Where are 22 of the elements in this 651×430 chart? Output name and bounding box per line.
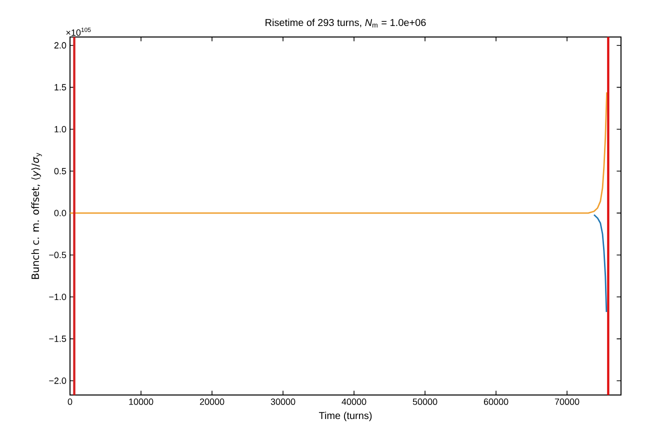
- y-tick-label: −0.5: [49, 252, 66, 258]
- x-tick-label: 10000: [129, 398, 154, 405]
- x-tick-label: 70000: [554, 398, 580, 405]
- x-tick-label: 20000: [200, 398, 224, 405]
- y-tick-label: 1.0: [54, 126, 66, 132]
- x-axis-title: Time (turns): [318, 412, 372, 422]
- y-tick-label: 0.0: [54, 210, 66, 216]
- y-tick-label: 0.5: [54, 168, 66, 174]
- y-axis-title: Bunch c. m. offset, ⟨y⟩/σ$_{y}$: [31, 152, 42, 279]
- x-tick-label: 30000: [270, 398, 296, 405]
- y-tick-label: −1.5: [49, 336, 66, 342]
- y-tick-label: 2.0: [54, 42, 66, 49]
- chart-title: Risetime of 293 turns, N$_{m}$ = 1.0e+06: [266, 18, 426, 28]
- line-series: [593, 214, 608, 313]
- x-tick-label: 40000: [342, 398, 366, 405]
- x-tick-label: 60000: [484, 398, 508, 405]
- x-tick-label: 50000: [412, 398, 438, 405]
- text: ×10$^{105}$: [66, 28, 91, 36]
- x-tick-label: 0: [68, 398, 72, 405]
- y-tick-label: −1.0: [49, 294, 66, 300]
- y-tick-label: −2.0: [49, 378, 66, 384]
- y-tick-label: 1.5: [54, 84, 66, 90]
